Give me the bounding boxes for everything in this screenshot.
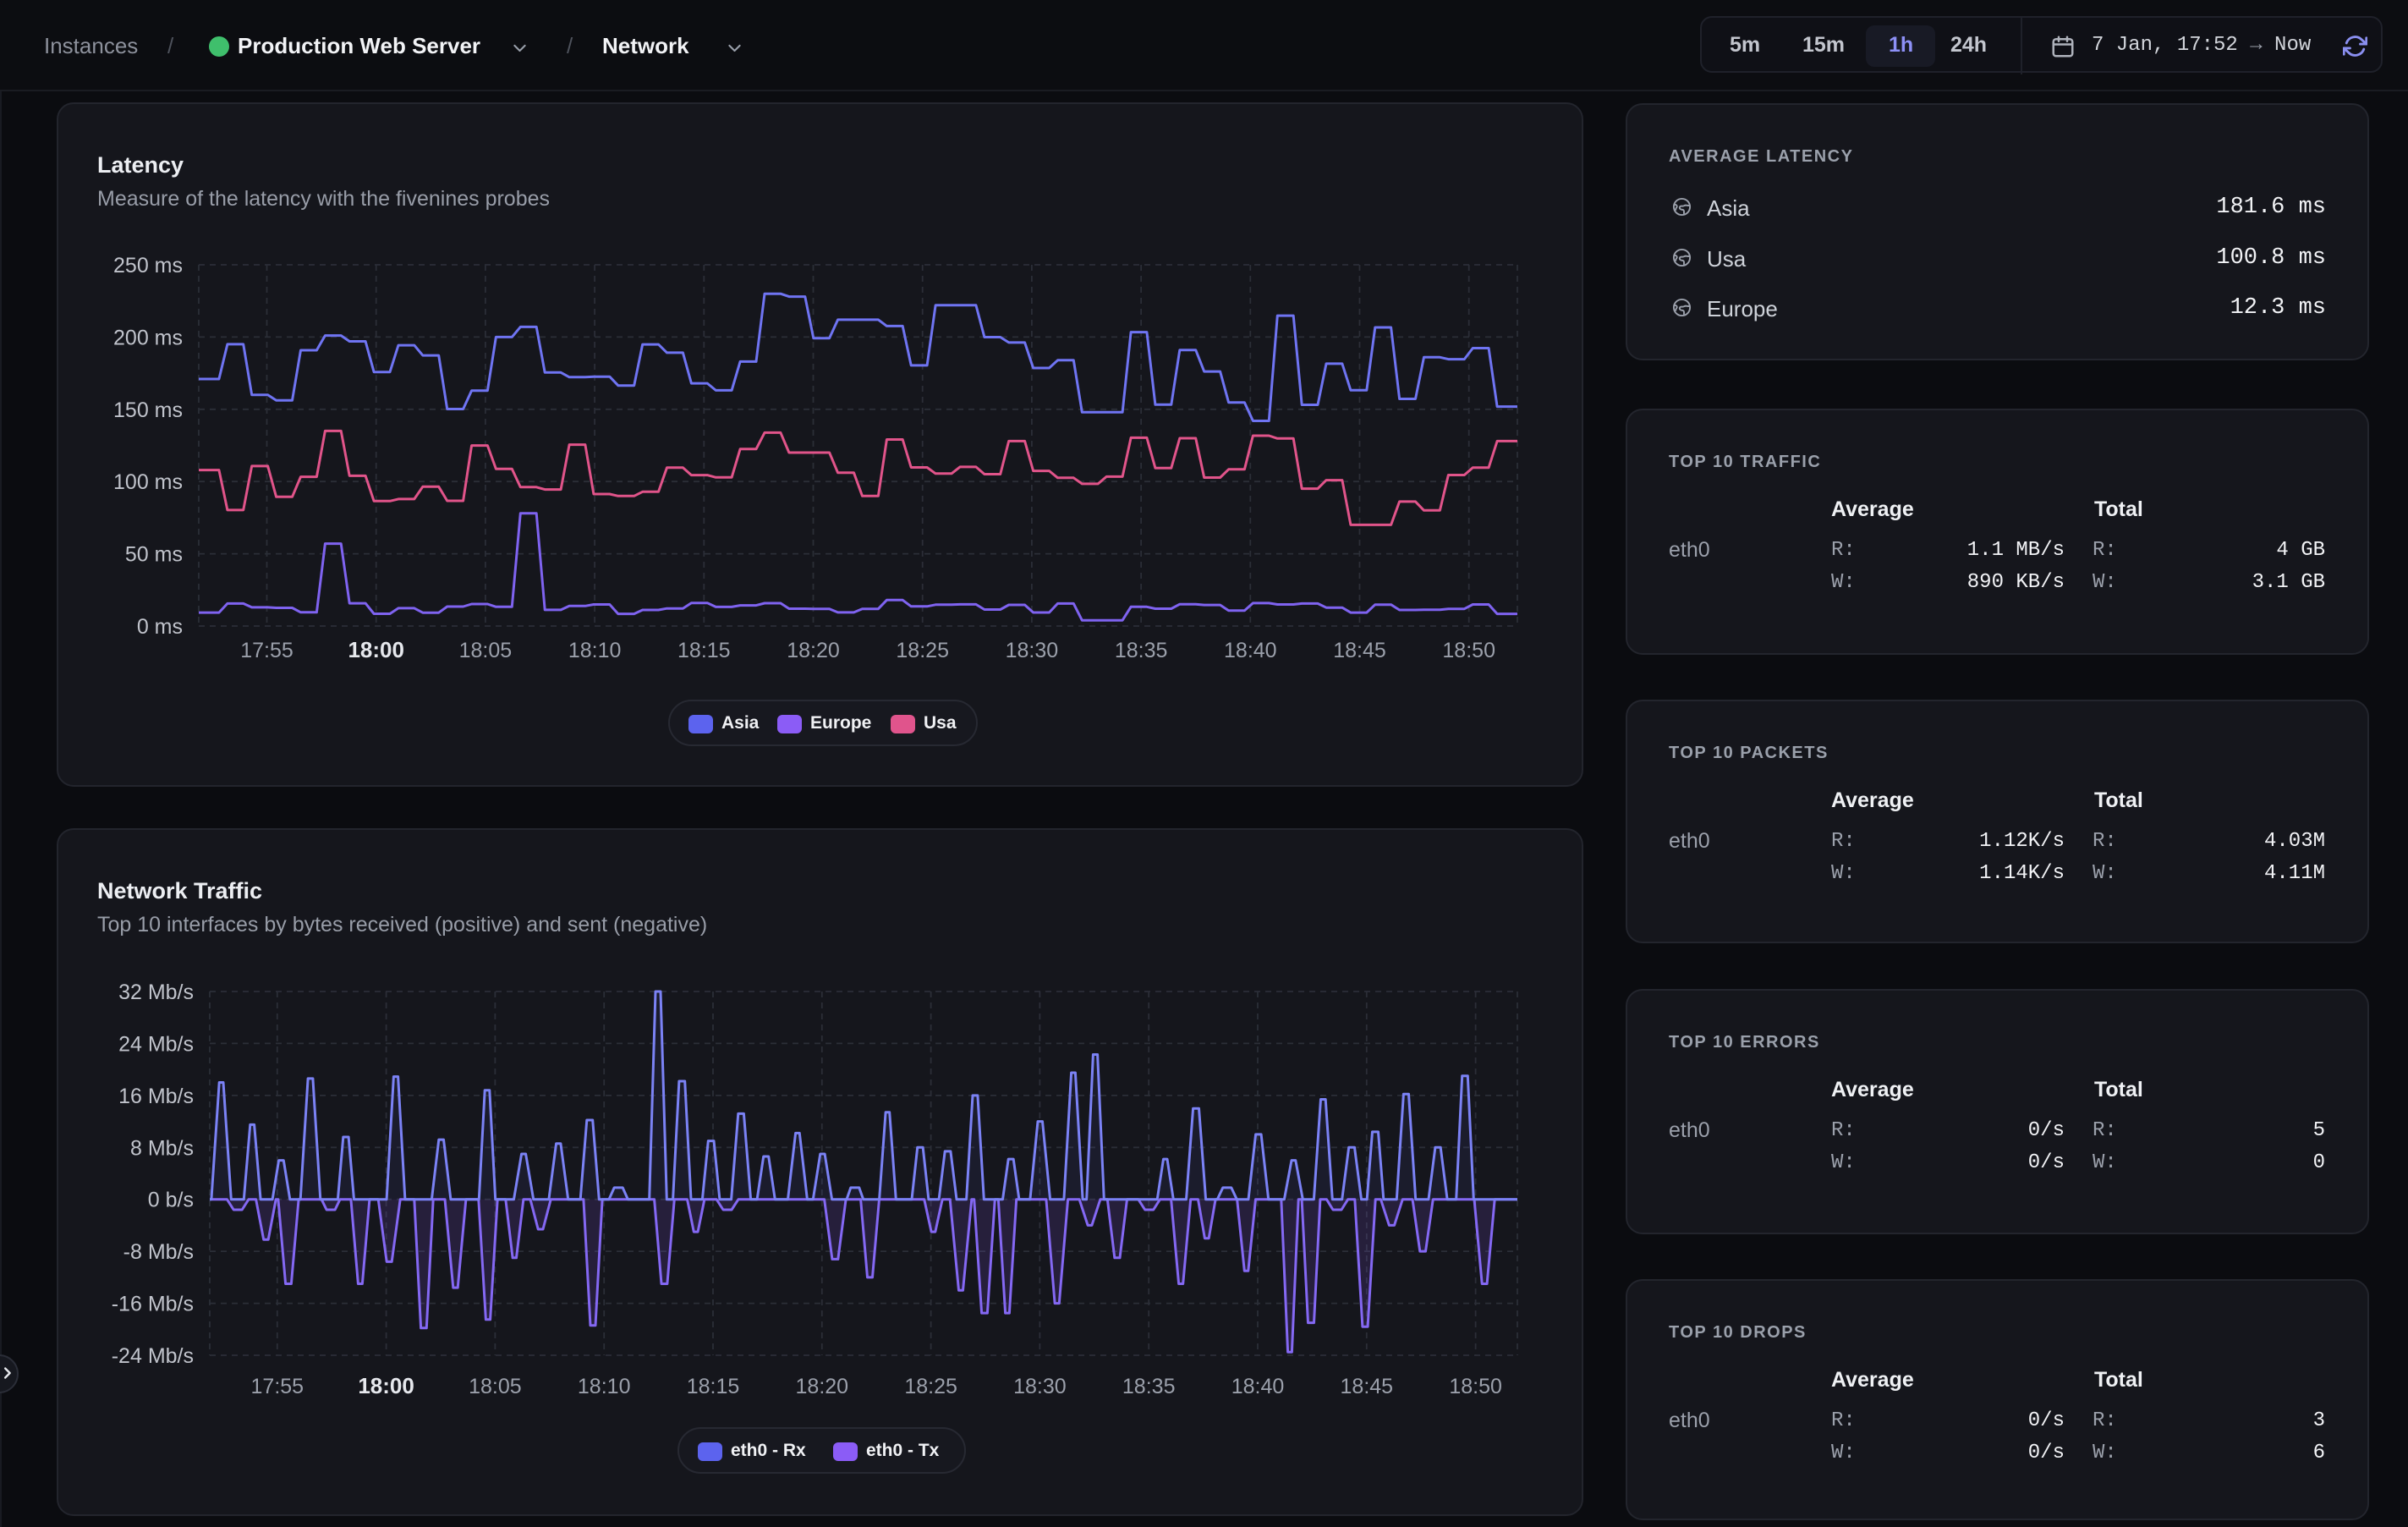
svg-text:0 b/s: 0 b/s <box>148 1189 194 1212</box>
svg-text:18:45: 18:45 <box>1341 1375 1394 1398</box>
svg-text:18:35: 18:35 <box>1115 639 1168 662</box>
svg-text:18:05: 18:05 <box>459 639 513 662</box>
svg-text:18:00: 18:00 <box>348 637 404 662</box>
svg-text:32 Mb/s: 32 Mb/s <box>118 980 194 1004</box>
svg-text:18:30: 18:30 <box>1013 1375 1067 1398</box>
svg-text:18:40: 18:40 <box>1224 639 1277 662</box>
svg-text:18:15: 18:15 <box>677 639 731 662</box>
svg-text:250 ms: 250 ms <box>113 254 183 277</box>
svg-text:50 ms: 50 ms <box>125 543 183 567</box>
svg-text:18:45: 18:45 <box>1333 639 1386 662</box>
svg-text:18:10: 18:10 <box>578 1375 631 1398</box>
svg-text:17:55: 17:55 <box>251 1375 304 1398</box>
svg-text:-8 Mb/s: -8 Mb/s <box>123 1240 194 1264</box>
svg-text:100 ms: 100 ms <box>113 470 183 494</box>
svg-text:16 Mb/s: 16 Mb/s <box>118 1085 194 1108</box>
svg-text:150 ms: 150 ms <box>113 398 183 422</box>
svg-text:18:25: 18:25 <box>896 639 949 662</box>
svg-text:18:50: 18:50 <box>1449 1375 1502 1398</box>
svg-text:18:30: 18:30 <box>1006 639 1059 662</box>
svg-text:-16 Mb/s: -16 Mb/s <box>112 1293 194 1316</box>
svg-text:-24 Mb/s: -24 Mb/s <box>112 1344 194 1368</box>
svg-text:18:35: 18:35 <box>1122 1375 1176 1398</box>
svg-text:18:15: 18:15 <box>687 1375 740 1398</box>
svg-text:18:10: 18:10 <box>568 639 622 662</box>
svg-text:17:55: 17:55 <box>240 639 293 662</box>
svg-text:18:00: 18:00 <box>358 1373 414 1398</box>
svg-text:18:20: 18:20 <box>796 1375 849 1398</box>
svg-text:0 ms: 0 ms <box>137 615 183 639</box>
svg-text:18:40: 18:40 <box>1231 1375 1285 1398</box>
svg-text:24 Mb/s: 24 Mb/s <box>118 1032 194 1056</box>
svg-text:200 ms: 200 ms <box>113 326 183 349</box>
svg-text:18:50: 18:50 <box>1442 639 1495 662</box>
svg-text:8 Mb/s: 8 Mb/s <box>130 1136 194 1160</box>
svg-text:18:20: 18:20 <box>787 639 840 662</box>
svg-text:18:25: 18:25 <box>904 1375 957 1398</box>
svg-text:18:05: 18:05 <box>469 1375 522 1398</box>
